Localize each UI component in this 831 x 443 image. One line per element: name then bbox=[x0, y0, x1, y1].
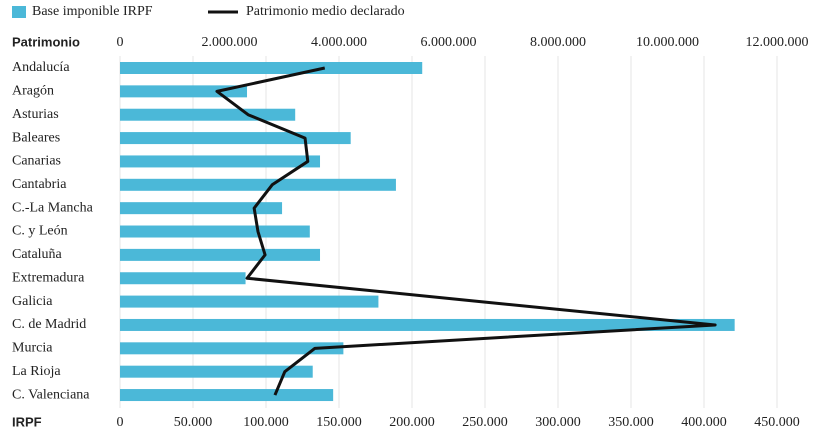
x2-tick-label: 4.000.000 bbox=[311, 35, 367, 50]
x-tick-label: 300.000 bbox=[535, 415, 581, 430]
x-tick-label: 200.000 bbox=[389, 415, 435, 430]
bar bbox=[120, 155, 321, 168]
x2-tick-label: 2.000.000 bbox=[202, 35, 258, 50]
legend-label: Patrimonio medio declarado bbox=[246, 4, 405, 19]
bar bbox=[120, 295, 379, 308]
bar bbox=[120, 248, 321, 261]
bar bbox=[120, 225, 310, 238]
bar bbox=[120, 108, 296, 121]
x2-tick-label: 0 bbox=[117, 35, 124, 50]
x-tick-label: 450.000 bbox=[754, 415, 800, 430]
y-tick-label: Canarias bbox=[12, 154, 61, 169]
x-tick-label: 350.000 bbox=[608, 415, 654, 430]
bar bbox=[120, 202, 283, 215]
bar bbox=[120, 132, 351, 145]
legend-label: Base imponible IRPF bbox=[32, 4, 153, 19]
bar bbox=[120, 318, 735, 331]
y-tick-label: Andalucía bbox=[12, 60, 70, 75]
x2-tick-label: 12.000.000 bbox=[746, 35, 809, 50]
y-tick-label: Galicia bbox=[12, 294, 53, 309]
y-tick-label: C. y León bbox=[12, 224, 68, 239]
x-tick-label: 150.000 bbox=[316, 415, 362, 430]
bar bbox=[120, 178, 396, 191]
legend-swatch bbox=[12, 6, 26, 18]
x-tick-label: 250.000 bbox=[462, 415, 508, 430]
x2-tick-label: 8.000.000 bbox=[530, 35, 586, 50]
x-tick-label: 0 bbox=[117, 415, 124, 430]
y-tick-label: Cantabria bbox=[12, 177, 67, 192]
x2-tick-label: 10.000.000 bbox=[636, 35, 699, 50]
y-tick-label: Cataluña bbox=[12, 247, 63, 262]
y-tick-label: C. Valenciana bbox=[12, 387, 90, 402]
x-tick-label: 100.000 bbox=[243, 415, 289, 430]
y-tick-label: C.-La Mancha bbox=[12, 200, 94, 215]
x-tick-label: 50.000 bbox=[174, 415, 213, 430]
bar bbox=[120, 365, 313, 378]
x2-axis-title: Patrimonio bbox=[12, 34, 80, 49]
bar bbox=[120, 389, 334, 402]
y-tick-label: Murcia bbox=[12, 341, 53, 356]
y-tick-label: Aragón bbox=[12, 84, 54, 99]
x-axis-title: IRPF bbox=[12, 414, 42, 429]
bar bbox=[120, 85, 248, 98]
x2-tick-label: 6.000.000 bbox=[421, 35, 477, 50]
y-tick-label: La Rioja bbox=[12, 364, 61, 379]
y-tick-label: Baleares bbox=[12, 130, 60, 145]
y-tick-label: Extremadura bbox=[12, 270, 85, 285]
bar bbox=[120, 342, 344, 355]
bar bbox=[120, 62, 423, 74]
y-tick-label: C. de Madrid bbox=[12, 317, 86, 332]
y-tick-label: Asturias bbox=[12, 107, 59, 122]
line bbox=[215, 66, 717, 396]
bar bbox=[120, 272, 246, 285]
x-tick-label: 400.000 bbox=[681, 415, 727, 430]
